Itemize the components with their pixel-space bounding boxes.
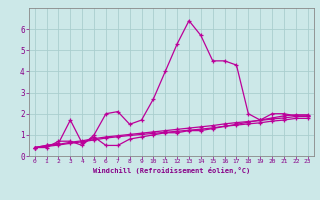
X-axis label: Windchill (Refroidissement éolien,°C): Windchill (Refroidissement éolien,°C)	[92, 167, 250, 174]
